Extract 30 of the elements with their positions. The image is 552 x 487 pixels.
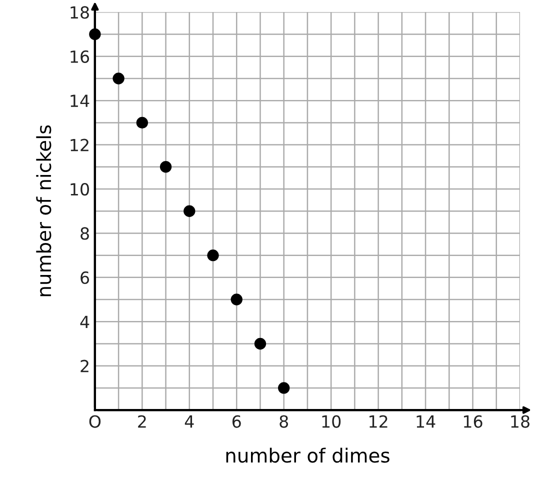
point [278, 382, 290, 394]
x-tick-label: 4 [184, 415, 194, 428]
y-tick-label: 2 [80, 360, 88, 372]
point [136, 116, 148, 129]
x-tick-label: 6 [232, 415, 241, 428]
point [230, 294, 242, 306]
x-tick-label: 10 [322, 415, 341, 428]
y-axis-title: number of nickels [36, 125, 52, 296]
y-tick-label: 12 [70, 138, 88, 152]
x-tick-label: 2 [138, 415, 146, 428]
point [89, 28, 101, 40]
point [254, 338, 266, 350]
x-tick-label: 16 [464, 415, 482, 428]
y-tick-label: 4 [80, 316, 90, 328]
x-tick-label: O [89, 415, 101, 428]
point [160, 161, 172, 173]
y-tick-label: 10 [70, 182, 89, 196]
y-tick-label: 18 [70, 6, 89, 19]
point [207, 249, 219, 262]
point [184, 205, 196, 217]
x-tick-label: 8 [280, 415, 288, 428]
y-tick-label: 14 [70, 94, 90, 107]
point [112, 72, 124, 84]
y-tick-label: 6 [80, 271, 90, 284]
x-axis-title: number of dimes [226, 448, 390, 463]
y-tick-label: 8 [80, 227, 89, 240]
x-tick-label: 14 [416, 415, 436, 428]
x-tick-label: 12 [370, 415, 388, 428]
y-tick-label: 16 [70, 50, 90, 63]
x-tick-label: 18 [511, 415, 530, 428]
